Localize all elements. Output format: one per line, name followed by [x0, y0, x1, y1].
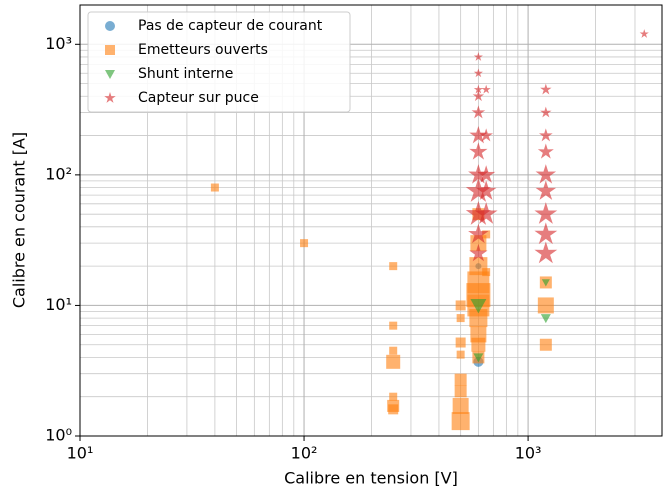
point	[465, 177, 491, 202]
legend-marker	[105, 21, 115, 31]
point	[210, 183, 219, 192]
x-axis-label: Calibre en tension [V]	[284, 469, 458, 488]
point	[541, 279, 550, 287]
point	[473, 68, 483, 78]
point	[454, 373, 467, 386]
point	[539, 338, 552, 351]
legend-label: Shunt interne	[138, 66, 233, 82]
point	[388, 404, 399, 415]
legend-marker	[105, 45, 115, 55]
point	[477, 165, 496, 183]
point	[534, 222, 558, 245]
point	[389, 346, 398, 355]
point	[468, 164, 489, 184]
point	[537, 143, 554, 159]
point	[452, 397, 469, 414]
point	[456, 350, 465, 359]
plot-frame	[79, 4, 663, 437]
legend-marker	[105, 70, 115, 79]
point	[535, 180, 557, 200]
point	[473, 52, 483, 61]
legend-label: Capteur sur puce	[138, 90, 259, 106]
y-axis-label: Calibre en courant [A]	[10, 132, 29, 308]
point	[472, 90, 485, 102]
point	[451, 412, 470, 431]
point	[386, 354, 401, 369]
point	[540, 106, 552, 118]
point	[389, 321, 398, 330]
point	[469, 309, 488, 328]
point	[468, 223, 489, 244]
y-tick-label: 10³	[45, 34, 72, 53]
point	[537, 297, 554, 314]
legend-box	[87, 11, 351, 113]
point	[540, 314, 551, 324]
point	[455, 337, 466, 348]
x-tick-label: 10²	[291, 444, 318, 463]
legend-label: Emetteurs ouverts	[138, 42, 268, 58]
point	[469, 125, 488, 144]
y-tick-label: 10¹	[45, 295, 72, 314]
x-tick-label: 10³	[515, 444, 542, 463]
point	[470, 299, 487, 314]
point	[639, 29, 649, 38]
point	[471, 337, 486, 352]
point	[538, 128, 553, 142]
point	[389, 262, 398, 271]
point	[300, 239, 309, 248]
point	[473, 353, 484, 363]
point	[534, 202, 558, 224]
point	[456, 314, 465, 323]
point	[455, 300, 466, 311]
y-tick-label: 10⁰	[45, 426, 72, 445]
point	[469, 243, 488, 262]
point	[534, 241, 558, 264]
point	[471, 105, 486, 119]
point	[475, 180, 497, 200]
point	[454, 385, 467, 398]
point	[479, 128, 494, 142]
point	[535, 164, 557, 184]
point	[482, 230, 491, 239]
point	[469, 142, 488, 160]
point	[481, 84, 491, 94]
x-tick-label: 10¹	[67, 444, 94, 463]
y-tick-label: 10²	[45, 164, 72, 183]
legend-marker	[104, 92, 116, 103]
point	[540, 83, 552, 95]
legend-label: Pas de capteur de courant	[138, 18, 323, 34]
point	[474, 202, 498, 224]
point	[389, 392, 398, 401]
point	[482, 268, 491, 277]
point	[473, 84, 483, 94]
